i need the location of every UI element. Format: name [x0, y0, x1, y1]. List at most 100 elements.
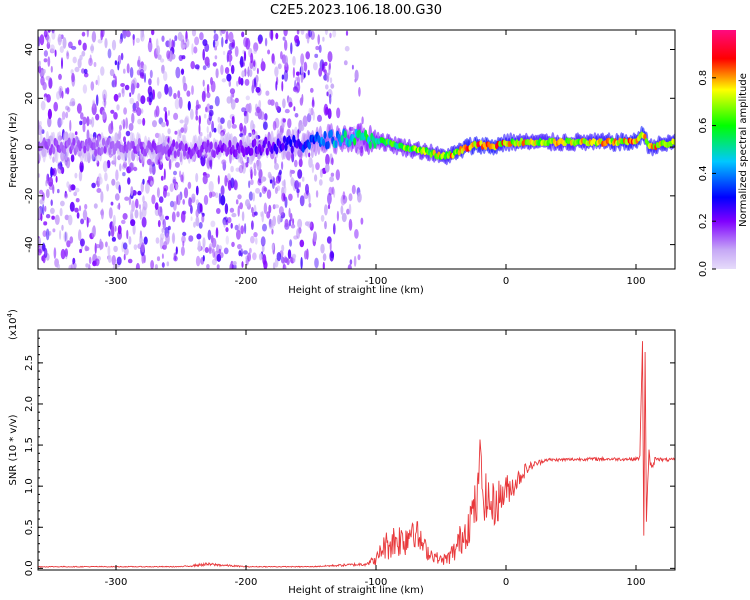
noise-speckle: [177, 90, 181, 99]
noise-speckle: [218, 192, 222, 205]
noise-speckle: [53, 101, 58, 112]
noise-speckle: [122, 213, 128, 220]
noise-speckle: [287, 249, 292, 259]
noise-speckle: [245, 199, 250, 207]
noise-speckle: [151, 194, 156, 205]
x-tick-label: 0: [503, 577, 509, 588]
noise-speckle: [193, 46, 198, 54]
colorbar-label: Normalized spectral amplitude: [738, 73, 749, 227]
noise-speckle: [191, 43, 194, 55]
noise-speckle: [240, 225, 244, 235]
noise-speckle: [68, 41, 73, 49]
spectrogram-xlabel: Height of straight line (km): [288, 285, 424, 296]
noise-speckle: [315, 45, 320, 51]
noise-speckle: [91, 226, 95, 238]
noise-speckle: [122, 172, 126, 177]
colorbar-tick-label: 0.0: [698, 261, 709, 277]
noise-speckle: [176, 211, 180, 218]
noise-speckle: [69, 236, 74, 244]
noise-speckle: [293, 235, 298, 240]
noise-speckle: [42, 81, 47, 91]
noise-speckle: [259, 111, 265, 121]
noise-speckle: [348, 193, 353, 202]
noise-speckle: [88, 256, 92, 264]
noise-speckle: [343, 60, 348, 66]
noise-speckle: [227, 119, 232, 129]
noise-speckle: [139, 69, 145, 77]
noise-speckle: [161, 228, 164, 233]
colorbar: 0.0 0.2 0.4 0.6 0.8 Normalized spectral ampl…: [698, 30, 749, 277]
noise-speckle: [173, 170, 177, 176]
noise-speckle: [324, 30, 328, 36]
noise-speckle: [357, 192, 362, 203]
noise-speckle: [127, 177, 131, 185]
noise-speckle: [329, 77, 333, 84]
noise-speckle: [281, 180, 286, 187]
ridge-core: [83, 145, 87, 154]
noise-speckle: [230, 177, 235, 189]
noise-speckle: [250, 52, 254, 64]
noise-speckle: [70, 154, 75, 163]
noise-speckle: [48, 185, 54, 190]
ridge-core: [284, 143, 288, 151]
noise-speckle: [283, 30, 288, 37]
x-tick-label: -200: [235, 577, 258, 588]
noise-speckle: [40, 213, 43, 222]
noise-speckle: [197, 240, 201, 253]
noise-speckle: [300, 63, 304, 75]
noise-speckle: [230, 222, 233, 229]
noise-speckle: [257, 178, 262, 186]
page-title: C2E5.2023.106.18.00.G30: [270, 3, 442, 18]
noise-speckle: [303, 72, 306, 78]
y-tick-label: 1.5: [24, 437, 35, 453]
noise-speckle: [136, 107, 142, 117]
noise-speckle: [61, 57, 63, 70]
noise-speckle: [221, 30, 226, 34]
noise-speckle: [156, 187, 160, 198]
noise-speckle: [294, 159, 298, 168]
noise-speckle: [82, 116, 87, 125]
noise-speckle: [91, 182, 96, 189]
noise-speckle: [38, 36, 41, 47]
noise-speckle: [271, 53, 275, 64]
noise-speckle: [212, 248, 215, 258]
noise-speckle: [325, 153, 330, 166]
noise-speckle: [317, 114, 322, 122]
noise-speckle: [288, 101, 293, 108]
noise-speckle: [258, 168, 263, 180]
spectrogram-ylabel: Frequency (Hz): [8, 112, 19, 188]
noise-speckle: [234, 46, 239, 57]
noise-speckle: [294, 35, 300, 43]
noise-speckle: [354, 69, 359, 82]
noise-speckle: [168, 86, 173, 97]
noise-speckle: [248, 180, 251, 189]
snr-multiplier: (x104): [6, 309, 19, 340]
noise-speckle: [194, 36, 200, 46]
noise-speckle: [125, 30, 131, 38]
noise-speckle: [315, 190, 319, 198]
noise-speckle: [263, 187, 268, 192]
noise-speckle: [95, 113, 100, 121]
noise-speckle: [231, 115, 235, 125]
noise-speckle: [294, 79, 297, 91]
noise-speckle: [123, 107, 127, 115]
noise-speckle: [151, 30, 155, 36]
noise-speckle: [140, 212, 144, 220]
ridge-core: [172, 139, 176, 148]
noise-speckle: [79, 54, 83, 61]
noise-speckle: [215, 227, 219, 239]
noise-speckle: [284, 39, 288, 51]
noise-speckle: [107, 48, 112, 59]
noise-speckle: [241, 31, 245, 38]
noise-speckle: [342, 195, 348, 204]
ridge-core: [321, 138, 326, 147]
noise-speckle: [253, 42, 259, 52]
noise-speckle: [261, 58, 264, 68]
colorbar-tick-label: 0.6: [698, 118, 709, 134]
noise-speckle: [140, 242, 145, 253]
noise-speckle: [133, 244, 138, 251]
noise-speckle: [111, 80, 115, 88]
noise-speckle: [265, 90, 270, 96]
noise-speckle: [183, 123, 188, 133]
ridge-core: [353, 137, 357, 146]
